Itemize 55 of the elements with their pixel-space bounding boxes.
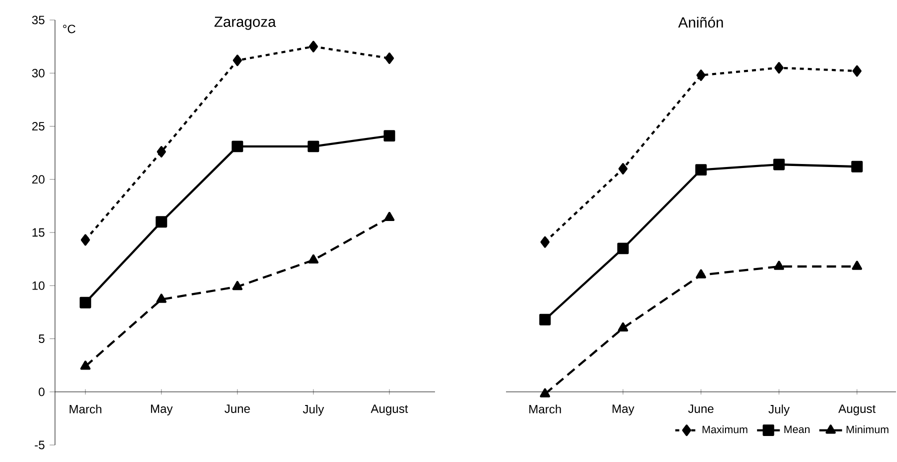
point [384,212,395,222]
y-tick-label: 30 [32,68,44,78]
point [774,62,784,74]
point [308,254,319,264]
point [308,40,318,52]
point [773,158,785,170]
point [618,163,628,174]
legend-label: Minimum [846,425,888,434]
y-tick-label: 20 [32,175,44,184]
y-tick-label: 10 [32,281,44,290]
point [232,54,242,66]
point [540,236,550,248]
point [695,164,707,176]
y-tick-label: 0 [38,388,44,396]
x-tick-label: August [370,404,408,416]
point [696,70,706,81]
x-tick-label: May [612,404,634,416]
point [80,360,91,370]
point [156,294,167,303]
y-tick-label: 25 [32,122,44,131]
x-tick-label: June [224,404,250,413]
point [80,296,92,308]
chart-title: Aniñón [678,16,723,28]
x-tick-label: March [70,404,102,414]
point [774,260,784,270]
point [384,130,396,142]
point [80,234,90,246]
point [384,52,394,64]
legend-label: Maximum [702,425,748,434]
point [617,242,629,254]
x-tick-label: July [302,404,324,416]
point [156,146,166,158]
point [618,322,628,332]
x-tick-label: June [688,404,714,413]
point [696,269,706,278]
y-axis-title: °C [63,24,76,34]
y-tick-label: 15 [32,228,44,237]
x-tick-label: August [838,404,876,416]
y-tick-label: -5 [34,440,44,450]
x-tick-label: May [151,404,173,416]
point [232,140,244,152]
point [308,140,320,152]
point [852,260,862,270]
point [232,280,243,290]
point [539,314,551,326]
legend-label: Mean [784,426,810,434]
point [156,216,168,228]
y-tick-label: 35 [32,16,44,24]
x-tick-label: July [768,404,790,416]
point [852,65,862,77]
x-tick-label: March [529,404,561,414]
chart-title: Zaragoza [214,16,276,30]
point [540,388,550,398]
point [851,160,863,172]
y-tick-label: 5 [38,334,44,343]
